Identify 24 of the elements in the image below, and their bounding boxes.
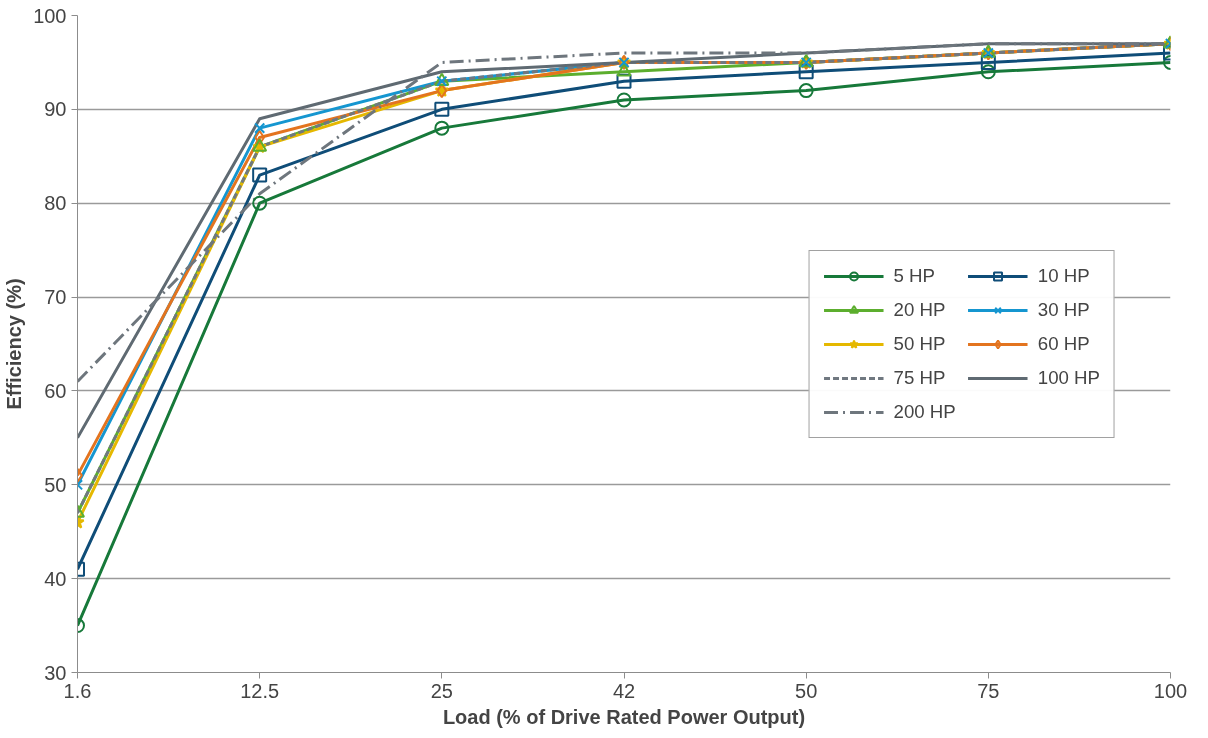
y-tick-label: 60 xyxy=(44,379,67,402)
legend-label: 200 HP xyxy=(893,400,956,423)
y-tick-label: 70 xyxy=(44,286,67,309)
legend-label: 20 HP xyxy=(893,298,946,321)
y-tick-label: 90 xyxy=(44,98,67,121)
legend-label: 60 HP xyxy=(1037,332,1090,355)
legend-label: 100 HP xyxy=(1037,366,1100,389)
x-tick-label: 75 xyxy=(977,679,1000,702)
x-axis-title: Load (% of Drive Rated Power Output) xyxy=(442,705,806,728)
x-tick-label: 42 xyxy=(612,679,636,702)
legend-label: 30 HP xyxy=(1037,298,1090,321)
legend-label: 75 HP xyxy=(893,366,946,389)
y-axis-title: Efficiency (%) xyxy=(3,278,26,410)
x-tick-label: 100 xyxy=(1153,679,1188,702)
y-tick-label: 80 xyxy=(44,192,67,215)
x-tick-label: 25 xyxy=(430,679,453,702)
legend-label: 5 HP xyxy=(893,264,936,287)
y-tick-label: 100 xyxy=(33,4,67,27)
y-tick-label: 50 xyxy=(44,473,67,496)
x-tick-label: 12.5 xyxy=(240,679,280,702)
legend-label: 50 HP xyxy=(893,332,946,355)
x-tick-label: 50 xyxy=(795,679,818,702)
legend-label: 10 HP xyxy=(1037,264,1090,287)
y-tick-label: 40 xyxy=(44,567,67,590)
